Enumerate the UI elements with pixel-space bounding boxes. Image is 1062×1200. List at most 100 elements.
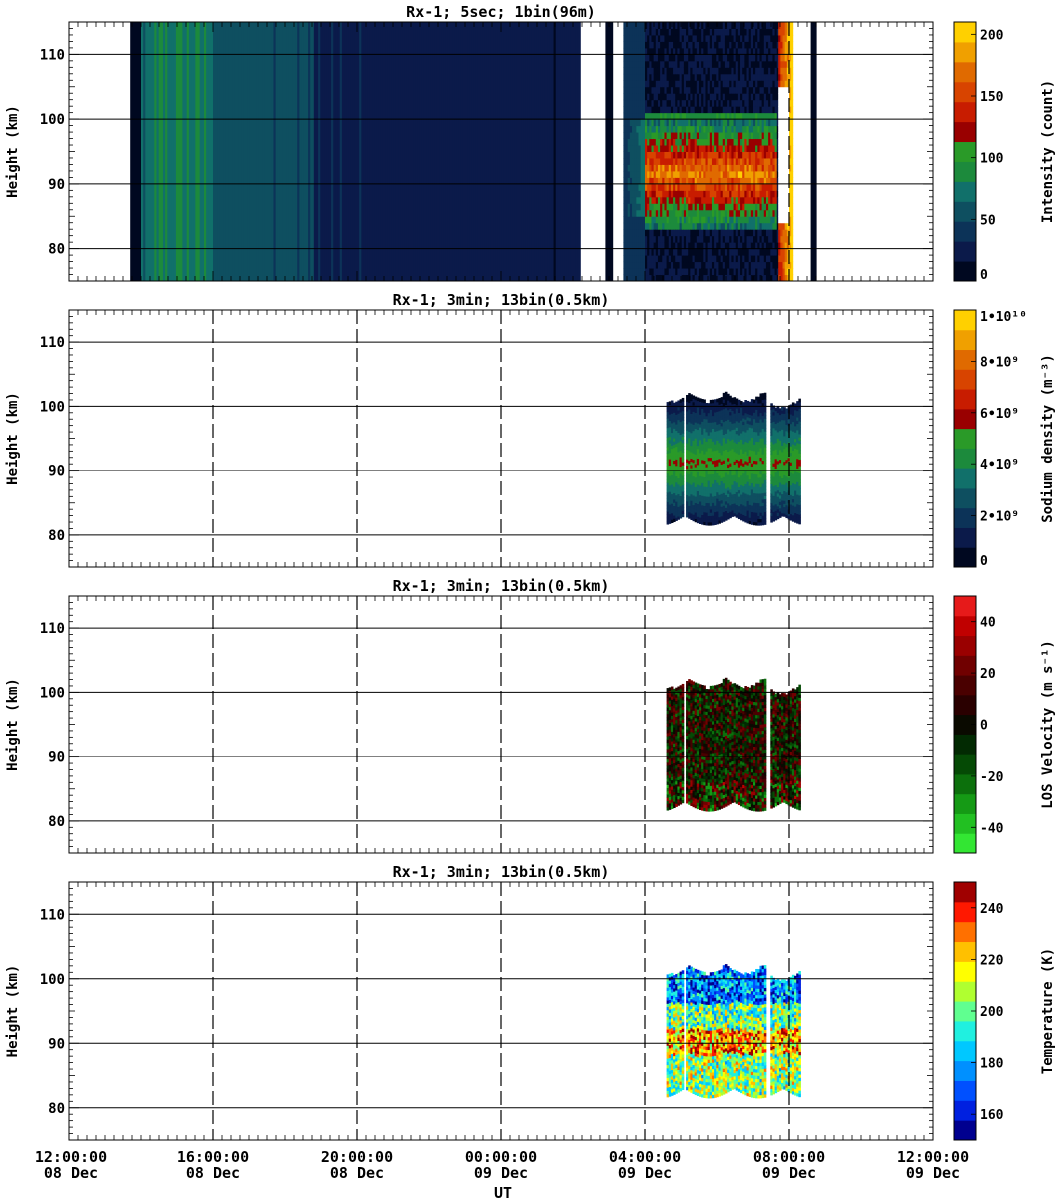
data-cell <box>675 517 678 521</box>
intensity-cell <box>724 28 728 36</box>
intensity-cell <box>724 203 728 211</box>
data-cell <box>679 440 683 445</box>
intensity-column <box>331 22 334 281</box>
intensity-cell <box>711 170 715 178</box>
intensity-cell <box>716 86 720 94</box>
intensity-cell <box>675 248 678 256</box>
data-cell <box>690 461 693 466</box>
intensity-cell <box>763 99 767 107</box>
data-cell <box>737 438 741 442</box>
intensity-cell <box>786 47 790 55</box>
data-cell <box>681 417 685 421</box>
data-cell <box>699 459 702 463</box>
intensity-cell <box>720 183 724 191</box>
data-cell <box>709 470 713 475</box>
intensity-cell <box>632 209 635 217</box>
intensity-cell <box>716 54 720 62</box>
intensity-cell <box>653 54 657 62</box>
data-cell <box>686 414 689 418</box>
intensity-cell <box>701 235 704 243</box>
intensity-cell <box>649 177 653 185</box>
intensity-cell <box>770 86 774 94</box>
intensity-cell <box>750 209 754 217</box>
intensity-cell <box>645 177 648 185</box>
data-cell <box>707 496 711 500</box>
intensity-cell <box>789 196 792 204</box>
intensity-column <box>471 22 475 281</box>
intensity-cell <box>755 67 758 75</box>
intensity-cell <box>778 99 781 107</box>
intensity-cell <box>627 54 631 62</box>
intensity-cell <box>629 41 633 49</box>
intensity-cell <box>757 203 761 211</box>
data-cell <box>673 473 676 478</box>
intensity-cell <box>772 145 776 152</box>
data-cell <box>714 457 717 461</box>
data-cell <box>711 412 715 417</box>
intensity-cell <box>763 255 767 263</box>
data-cell <box>722 444 726 448</box>
intensity-cell <box>651 216 655 224</box>
data-cell <box>709 454 713 459</box>
data-cell <box>690 403 693 408</box>
intensity-cell <box>768 248 771 256</box>
intensity-cell <box>744 151 748 159</box>
intensity-cell <box>673 41 676 49</box>
intensity-cell <box>720 261 724 269</box>
data-cell <box>666 501 670 506</box>
data-cell <box>703 457 706 461</box>
intensity-cell <box>673 170 676 178</box>
intensity-cell <box>737 60 741 68</box>
intensity-column <box>295 22 298 281</box>
intensity-cell <box>664 119 668 127</box>
data-cell <box>690 464 693 469</box>
intensity-cell <box>737 93 741 101</box>
intensity-cell <box>690 132 694 140</box>
intensity-column <box>367 22 371 281</box>
intensity-column <box>510 22 514 281</box>
data-cell <box>714 453 717 458</box>
intensity-cell <box>660 54 663 62</box>
intensity-cell <box>761 47 765 55</box>
intensity-cell <box>701 229 704 237</box>
intensity-cell <box>720 164 724 172</box>
intensity-cell <box>664 34 668 42</box>
data-cell <box>686 407 689 412</box>
data-cell <box>675 430 678 435</box>
intensity-cell <box>789 274 792 281</box>
intensity-cell <box>657 99 661 107</box>
intensity-cell <box>746 255 750 263</box>
intensity-cell <box>683 73 687 81</box>
data-cell <box>722 473 726 477</box>
data-cell <box>668 465 672 470</box>
data-cell <box>668 475 672 479</box>
intensity-cell <box>679 73 683 81</box>
intensity-cell <box>755 229 758 237</box>
data-cell <box>737 502 741 507</box>
intensity-cell <box>638 67 642 75</box>
intensity-column <box>562 22 565 281</box>
intensity-cell <box>770 183 774 191</box>
intensity-column <box>173 22 177 281</box>
intensity-column <box>312 22 315 281</box>
data-cell <box>694 496 698 500</box>
intensity-cell <box>692 80 696 88</box>
intensity-cell <box>774 41 778 49</box>
data-cell <box>705 412 709 417</box>
intensity-cell <box>690 151 694 159</box>
data-cell <box>679 399 683 403</box>
data-cell <box>735 469 739 473</box>
data-cell <box>724 414 728 418</box>
intensity-column <box>238 22 242 281</box>
intensity-cell <box>729 22 732 29</box>
intensity-cell <box>664 125 668 133</box>
intensity-cell <box>686 209 689 217</box>
intensity-cell <box>759 235 763 243</box>
data-cell <box>731 407 734 411</box>
intensity-cell <box>791 112 794 120</box>
data-cell <box>694 476 698 481</box>
intensity-cell <box>772 106 776 114</box>
intensity-cell <box>683 274 687 281</box>
intensity-cell <box>716 151 720 159</box>
data-cell <box>711 489 715 494</box>
